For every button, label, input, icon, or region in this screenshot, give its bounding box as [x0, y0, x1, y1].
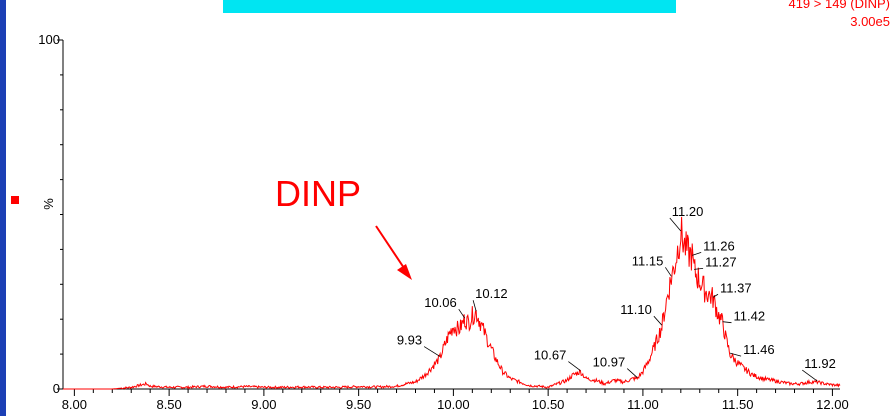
trace-marker-icon — [11, 196, 19, 204]
window-frame-left — [0, 0, 6, 416]
peak-leader — [568, 361, 581, 371]
peak-label: 10.12 — [475, 286, 508, 301]
peak-leader — [712, 293, 719, 298]
x-tick-label: 11.50 — [722, 397, 754, 412]
x-tick-label: 10.00 — [437, 397, 470, 412]
annotation-arrow-line — [375, 225, 409, 275]
x-tick-label: 12.00 — [816, 397, 849, 412]
compound-annotation: DINP — [275, 173, 361, 214]
peak-label: 11.92 — [804, 356, 836, 371]
peak-label: 11.42 — [734, 309, 766, 324]
peak-label: 11.27 — [705, 254, 737, 269]
peak-label: 9.93 — [397, 333, 422, 348]
peak-leader — [665, 267, 672, 277]
x-tick-label: 10.50 — [532, 397, 565, 412]
peak-leader — [423, 346, 441, 357]
peak-label: 11.37 — [720, 280, 752, 295]
x-tick-label: 8.50 — [156, 397, 181, 412]
peak-leader — [802, 369, 818, 382]
peak-label: 10.06 — [424, 295, 457, 310]
peak-labels: 9.93 10.06 10.12 10.67 10.97 11.10 11.15 11.20 1… — [397, 204, 836, 382]
axes — [62, 40, 840, 390]
header-banner — [223, 0, 676, 13]
peak-leader — [472, 300, 477, 312]
peak-leader — [722, 321, 732, 324]
intensity-label: 3.00e5 — [850, 14, 890, 29]
peak-leader — [458, 308, 466, 319]
peak-label: 10.97 — [593, 355, 626, 370]
y-tick-label: 0 — [53, 381, 60, 396]
x-tick-label: 9.50 — [346, 397, 371, 412]
series-line — [63, 216, 841, 390]
peak-leader — [694, 267, 704, 270]
x-tick-label: 9.00 — [251, 397, 276, 412]
x-tick-label: 8.00 — [62, 397, 87, 412]
annotation-arrow-head — [397, 264, 412, 280]
axis-ticks: 8.00 8.50 9.00 9.50 10.00 10.50 11.00 11.50 12.0… — [38, 32, 848, 412]
peak-label: 11.20 — [672, 204, 704, 219]
peak-leader — [626, 368, 638, 378]
transition-label: 419 > 149 (DINP) — [788, 0, 890, 11]
peak-label: 11.46 — [743, 342, 775, 357]
x-tick-label: 11.00 — [627, 397, 659, 412]
peak-label: 11.26 — [703, 238, 735, 253]
peak-label: 11.15 — [632, 253, 664, 268]
peak-leader — [729, 352, 742, 357]
y-axis-label: % — [41, 198, 56, 210]
y-tick-label: 100 — [38, 32, 60, 47]
peak-label: 10.67 — [534, 348, 567, 363]
peak-label: 11.10 — [620, 302, 652, 317]
peak-leader — [669, 217, 682, 232]
peak-leader — [692, 252, 702, 256]
peak-leader — [653, 315, 663, 326]
